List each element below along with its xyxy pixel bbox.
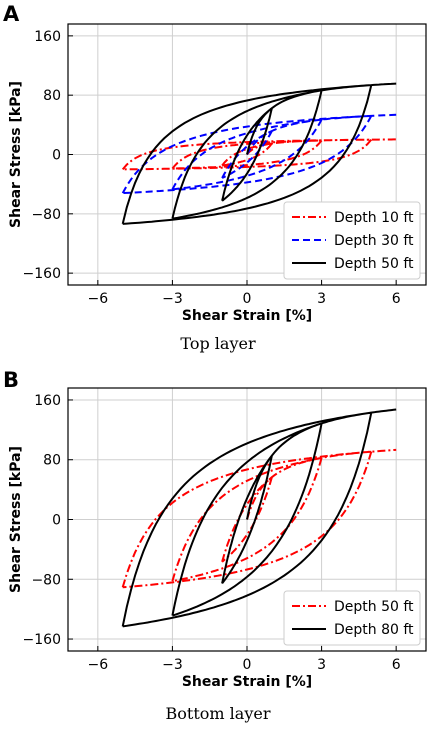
x-tick-label: −3: [162, 657, 183, 673]
y-tick-label: 160: [34, 29, 61, 45]
y-tick-label: −160: [23, 632, 61, 648]
x-axis-label: Shear Strain [%]: [182, 674, 312, 690]
x-tick-label: 3: [317, 657, 326, 673]
y-tick-label: 80: [43, 88, 61, 104]
legend-label: Depth 50 ft: [334, 256, 414, 272]
x-axis-label: Shear Strain [%]: [182, 308, 312, 324]
legend-box: [283, 201, 421, 280]
panel-top-layer: A −6 −3 0 3 6 −160 −80 0 80 160 Shear Strain [%] Sh…: [0, 0, 436, 366]
legend-box: [283, 590, 421, 646]
legend-label: Depth 80 ft: [334, 622, 414, 638]
chart-bottom-layer: −6 −3 0 3 6 −160 −80 0 80 160 Shear Strain [%] Shea…: [8, 387, 427, 690]
x-tick-label: −3: [162, 291, 183, 307]
panel-letter: A: [3, 2, 20, 26]
series-line: [121, 138, 397, 171]
panel-caption: Bottom layer: [165, 704, 271, 723]
y-tick-label: 80: [43, 453, 61, 469]
series-group: [121, 82, 397, 225]
x-tick-label: −6: [88, 291, 109, 307]
legend: Depth 50 ft Depth 80 ft: [283, 590, 421, 646]
legend-label: Depth 50 ft: [334, 599, 414, 615]
y-tick-label: −80: [31, 207, 61, 223]
y-tick-label: 0: [52, 513, 61, 529]
y-axis-label: Shear Stress [kPa]: [8, 81, 24, 228]
y-tick-label: 160: [34, 393, 61, 409]
panel-caption: Top layer: [180, 334, 256, 353]
x-tick-label: 0: [243, 657, 252, 673]
y-axis-label: Shear Stress [kPa]: [8, 446, 24, 593]
legend-label: Depth 30 ft: [334, 233, 414, 249]
series-line: [121, 82, 397, 225]
legend-label: Depth 10 ft: [334, 210, 414, 226]
series-line: [121, 408, 397, 628]
chart-top-layer: −6 −3 0 3 6 −160 −80 0 80 160 Shear Strain [%] Shea…: [8, 23, 427, 324]
x-tick-label: 3: [317, 291, 326, 307]
y-tick-label: −80: [31, 572, 61, 588]
y-tick-label: 0: [52, 148, 61, 164]
panel-bottom-layer: B −6 −3 0 3 6 −160 −80 0 80 160 Shear Strain [%] Sh…: [0, 366, 436, 733]
x-tick-label: 6: [392, 657, 401, 673]
series-group: [121, 408, 397, 628]
series-line: [121, 113, 397, 195]
panel-letter: B: [3, 368, 20, 392]
series-line: [121, 448, 397, 589]
x-tick-label: 6: [392, 291, 401, 307]
legend: Depth 10 ft Depth 30 ft Depth 50 ft: [283, 201, 421, 280]
y-tick-label: −160: [23, 266, 61, 282]
x-tick-label: 0: [243, 291, 252, 307]
x-tick-label: −6: [88, 657, 109, 673]
